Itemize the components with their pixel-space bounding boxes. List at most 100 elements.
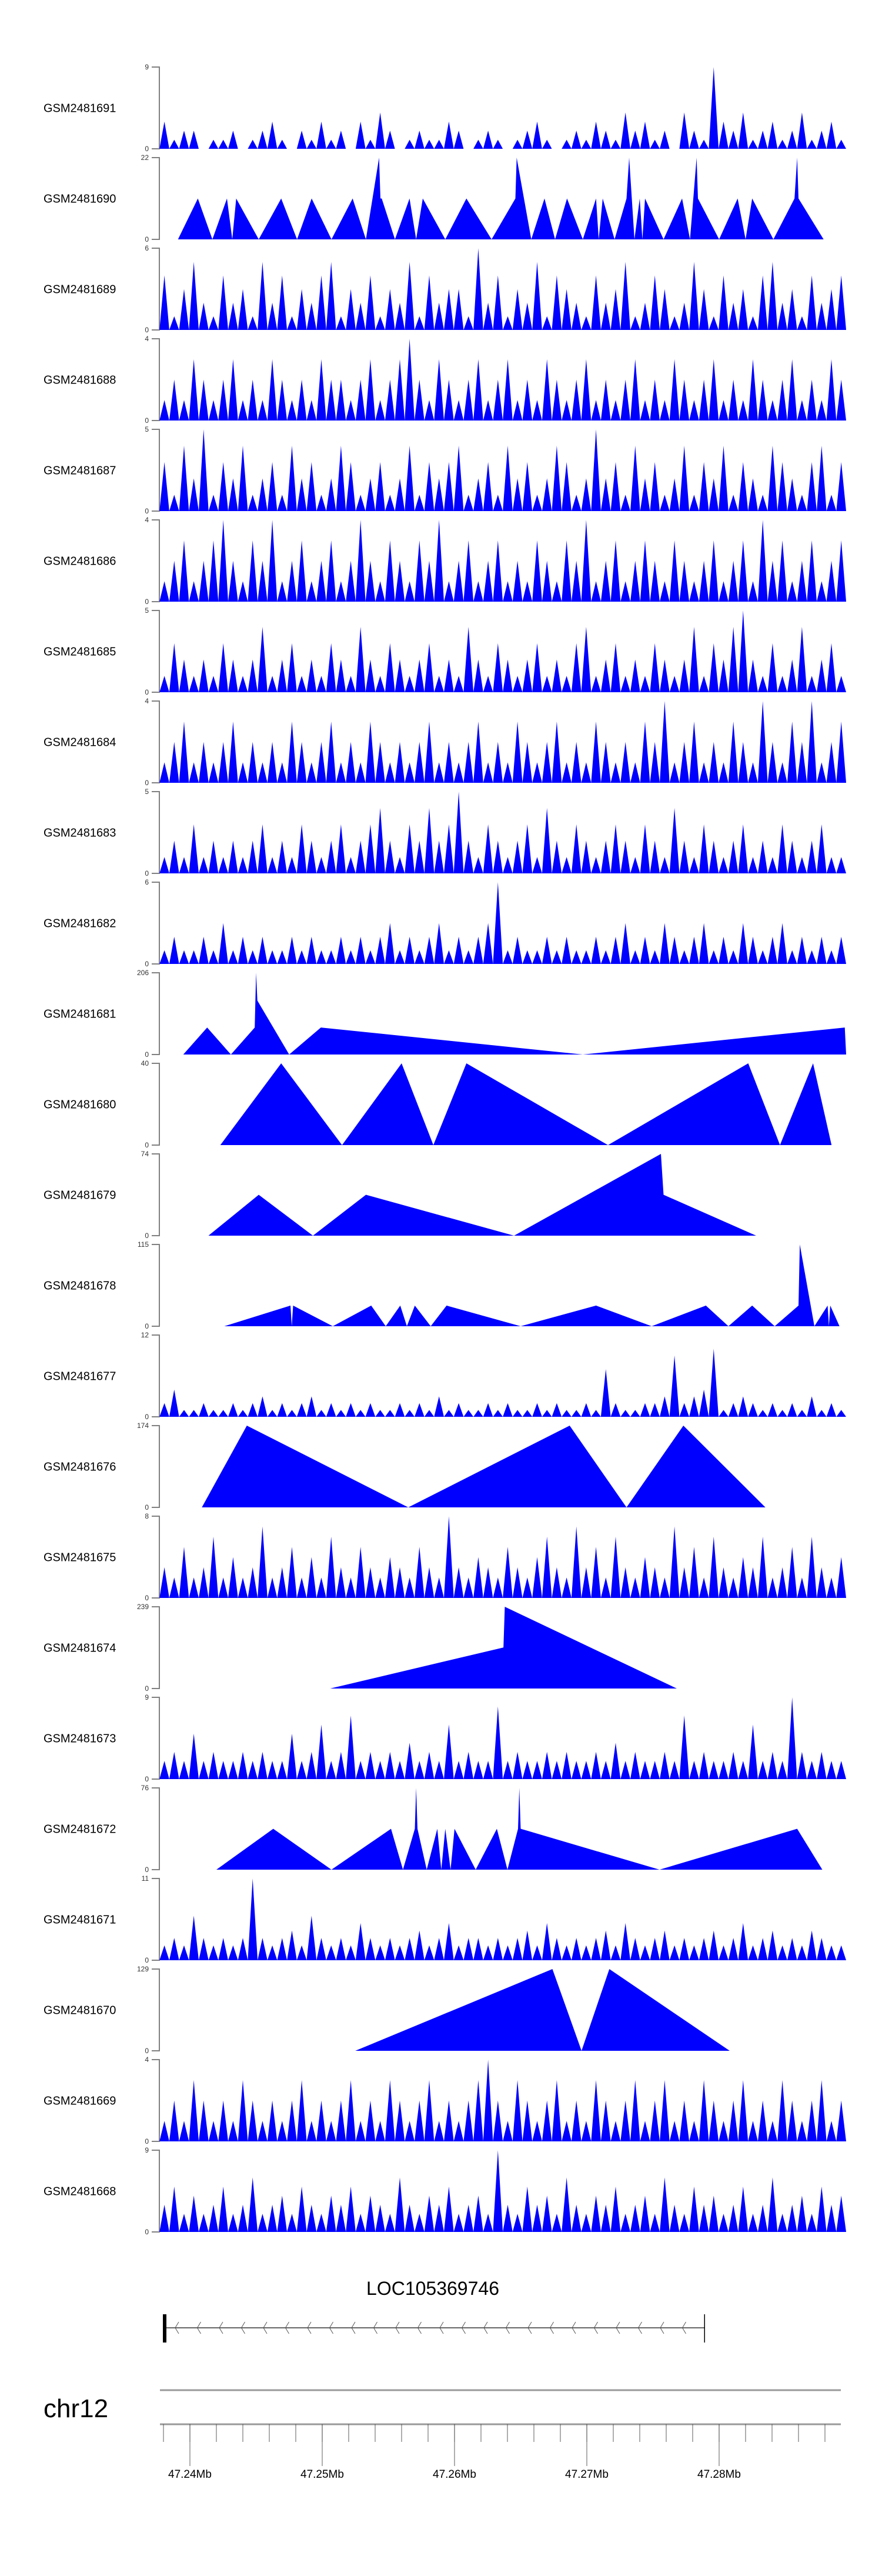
- y-max-label: 22: [141, 154, 149, 162]
- y-min-label: 0: [145, 1866, 149, 1874]
- y-axis: [152, 700, 160, 783]
- signal-area: [330, 1607, 677, 1689]
- signal-area: [159, 792, 847, 873]
- track-GSM2481672: GSM2481672 76 0: [44, 1784, 823, 1874]
- track-GSM2481676: GSM2481676 174 0: [44, 1422, 766, 1511]
- track-label: GSM2481676: [44, 1461, 116, 1474]
- y-axis: [152, 157, 160, 240]
- track-GSM2481673: GSM2481673 9 0: [44, 1693, 847, 1783]
- y-axis: [152, 1063, 160, 1146]
- signal-area: [355, 1969, 730, 2051]
- track-GSM2481689: GSM2481689 6 0: [44, 244, 847, 334]
- y-axis: [152, 882, 160, 965]
- y-max-label: 6: [145, 878, 149, 886]
- y-min-label: 0: [145, 507, 149, 515]
- signal-area: [159, 1878, 847, 1960]
- y-axis: [152, 1878, 160, 1961]
- y-axis: [152, 1153, 160, 1236]
- y-axis: [152, 1968, 160, 2051]
- track-label: GSM2481677: [44, 1370, 116, 1383]
- y-min-label: 0: [145, 1413, 149, 1421]
- y-min-label: 0: [145, 1050, 149, 1059]
- track-label: GSM2481688: [44, 374, 116, 387]
- strand-arrow-icon: [616, 2321, 620, 2334]
- signal-area: [178, 158, 824, 239]
- y-axis: [152, 1787, 160, 1870]
- strand-arrow-icon: [527, 2321, 532, 2334]
- y-min-label: 0: [145, 1322, 149, 1330]
- track-GSM2481677: GSM2481677 12 0: [44, 1331, 847, 1421]
- signal-area: [159, 339, 847, 421]
- y-axis: [152, 2150, 160, 2233]
- major-tick-label: 47.24Mb: [168, 2468, 212, 2481]
- y-max-label: 74: [141, 1150, 149, 1158]
- track-label: GSM2481681: [44, 1008, 116, 1021]
- strand-arrow-icon: [505, 2321, 510, 2334]
- y-min-label: 0: [145, 688, 149, 696]
- signal-area: [159, 248, 847, 330]
- strand-arrow-icon: [175, 2321, 179, 2334]
- y-axis: [152, 519, 160, 602]
- y-max-label: 11: [142, 1874, 149, 1883]
- y-min-label: 0: [145, 1594, 149, 1602]
- track-GSM2481691: GSM2481691 9 0: [44, 63, 847, 153]
- track-label: GSM2481685: [44, 646, 116, 659]
- strand-arrow-icon: [219, 2321, 223, 2334]
- y-axis: [152, 1244, 160, 1327]
- track-label: GSM2481675: [44, 1551, 116, 1564]
- signal-area: [159, 2150, 847, 2232]
- y-axis: [152, 1606, 160, 1689]
- signal-area: [159, 67, 847, 149]
- y-min-label: 0: [145, 598, 149, 606]
- y-max-label: 115: [138, 1240, 149, 1249]
- strand-arrow-icon: [572, 2321, 576, 2334]
- y-max-label: 5: [145, 788, 149, 796]
- y-min-label: 0: [145, 960, 149, 968]
- strand-arrow-icon: [373, 2321, 377, 2334]
- y-min-label: 0: [145, 1141, 149, 1149]
- track-GSM2481670: GSM2481670 129 0: [44, 1965, 730, 2055]
- signal-area: [159, 429, 847, 511]
- signal-area: [224, 1244, 840, 1326]
- y-max-label: 9: [145, 2146, 149, 2154]
- y-max-label: 76: [141, 1784, 149, 1792]
- y-max-label: 129: [137, 1965, 149, 1973]
- track-label: GSM2481680: [44, 1099, 116, 1112]
- strand-arrow-icon: [681, 2321, 686, 2334]
- strand-arrow-icon: [329, 2321, 333, 2334]
- y-axis: [152, 2059, 160, 2142]
- track-label: GSM2481671: [44, 1914, 116, 1927]
- signal-area: [183, 973, 847, 1055]
- y-axis: [152, 972, 160, 1055]
- y-axis: [152, 610, 160, 693]
- track-GSM2481690: GSM2481690 22 0: [44, 154, 824, 243]
- y-max-label: 4: [145, 697, 149, 705]
- y-min-label: 0: [145, 2137, 149, 2145]
- y-min-label: 0: [145, 779, 149, 787]
- track-label: GSM2481684: [44, 736, 116, 749]
- signal-area: [159, 520, 847, 602]
- strand-arrow-icon: [461, 2321, 466, 2334]
- y-max-label: 4: [145, 516, 149, 524]
- track-GSM2481674: GSM2481674 239 0: [44, 1603, 677, 1693]
- major-tick-label: 47.26Mb: [433, 2468, 476, 2481]
- signal-area: [159, 1349, 847, 1417]
- y-min-label: 0: [145, 1775, 149, 1783]
- track-label: GSM2481689: [44, 283, 116, 296]
- strand-arrow-icon: [307, 2321, 312, 2334]
- track-GSM2481686: GSM2481686 4 0: [44, 516, 847, 606]
- signal-area: [159, 1697, 847, 1779]
- signal-area: [159, 610, 847, 692]
- track-label: GSM2481670: [44, 2004, 116, 2017]
- y-axis: [152, 338, 160, 421]
- track-label: GSM2481686: [44, 555, 116, 568]
- chromosome-label: chr12: [44, 2394, 108, 2423]
- y-axis: [152, 1425, 160, 1508]
- y-max-label: 12: [141, 1331, 149, 1339]
- y-max-label: 40: [141, 1059, 149, 1067]
- y-max-label: 206: [137, 969, 149, 977]
- signal-area: [159, 2060, 847, 2141]
- strand-arrow-icon: [395, 2321, 400, 2334]
- track-label: GSM2481679: [44, 1189, 116, 1202]
- y-axis: [152, 791, 160, 874]
